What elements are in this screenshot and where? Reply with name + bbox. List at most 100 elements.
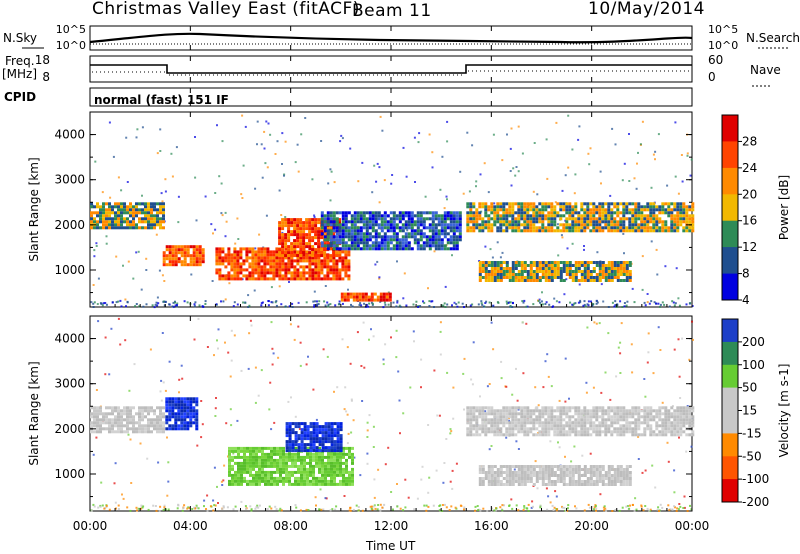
echo-cell	[335, 271, 339, 275]
speckle	[214, 415, 217, 417]
echo-cell	[395, 247, 399, 251]
echo-cell	[303, 449, 307, 453]
echo-cell	[625, 205, 629, 209]
echo-cell	[353, 211, 357, 215]
ground-scatter	[334, 304, 337, 307]
ground-scatter	[155, 301, 158, 304]
echo-cell	[126, 418, 129, 422]
echo-cell	[288, 428, 292, 432]
speckle	[604, 371, 607, 374]
echo-cell	[252, 446, 255, 450]
echo-cell	[177, 418, 181, 422]
speckle	[211, 280, 214, 282]
ground-scatter	[93, 301, 96, 304]
echo-cell	[120, 421, 123, 425]
echo-cell	[299, 254, 303, 258]
echo-cell	[496, 270, 500, 273]
speckle	[452, 417, 455, 420]
echo-cell	[282, 479, 285, 483]
ground-scatter	[412, 303, 415, 306]
echo-cell	[287, 251, 291, 255]
echo-cell	[691, 205, 695, 209]
echo-cell	[398, 226, 402, 230]
echo-cell	[293, 221, 297, 225]
echo-cell	[499, 267, 503, 270]
echo-cell	[195, 245, 199, 249]
echo-cell	[300, 443, 304, 447]
ground-scatter	[586, 303, 589, 306]
echo-cell	[610, 267, 614, 270]
ground-scatter	[496, 301, 499, 304]
echo-cell	[520, 279, 524, 282]
echo-cell	[114, 220, 117, 224]
echo-cell	[276, 467, 279, 471]
ground-scatter	[482, 507, 485, 510]
echo-cell	[342, 473, 345, 477]
speckle	[177, 195, 180, 198]
echo-cell	[120, 211, 123, 215]
echo-cell	[330, 422, 334, 426]
echo-cell	[341, 229, 345, 233]
echo-cell	[529, 264, 533, 267]
echo-cell	[296, 254, 300, 258]
echo-cell	[490, 261, 494, 264]
echo-cell	[258, 449, 261, 453]
echo-cell	[144, 226, 147, 230]
echo-cell	[314, 277, 318, 281]
echo-cell	[550, 214, 554, 218]
speckle	[586, 326, 589, 329]
ground-scatter	[176, 507, 179, 510]
echo-cell	[529, 279, 533, 282]
ground-scatter	[142, 305, 145, 308]
echo-cell	[586, 202, 590, 206]
echo-cell	[330, 443, 334, 447]
ground-scatter	[317, 303, 320, 306]
echo-cell	[183, 412, 187, 416]
echo-cell	[90, 226, 93, 230]
echo-cell	[228, 470, 231, 474]
echo-cell	[565, 220, 569, 224]
echo-cell	[129, 202, 132, 206]
echo-cell	[305, 250, 309, 254]
echo-cell	[361, 292, 365, 296]
echo-cell	[327, 437, 331, 441]
echo-cell	[306, 473, 309, 477]
echo-cell	[349, 295, 353, 299]
speckle	[424, 195, 427, 198]
echo-cell	[664, 229, 668, 233]
echo-cell	[302, 259, 306, 263]
echo-cell	[288, 422, 292, 426]
echo-cell	[221, 262, 225, 266]
speckle	[212, 232, 214, 235]
echo-cell	[102, 214, 105, 218]
echo-cell	[249, 461, 252, 465]
echo-cell	[260, 253, 264, 257]
echo-cell	[625, 211, 629, 215]
echo-cell	[353, 247, 357, 251]
echo-cell	[565, 270, 569, 273]
echo-cell	[691, 226, 695, 230]
echo-cell	[312, 431, 316, 435]
echo-cell	[559, 270, 563, 273]
echo-cell	[320, 248, 324, 252]
echo-cell	[428, 235, 432, 239]
echo-cell	[493, 430, 497, 434]
ground-scatter	[145, 303, 148, 306]
speckle	[449, 432, 452, 435]
echo-cell	[114, 409, 117, 413]
echo-cell	[520, 427, 524, 431]
echo-cell	[281, 248, 285, 252]
echo-cell	[285, 473, 288, 477]
echo-cell	[356, 232, 360, 236]
echo-cell	[263, 253, 267, 257]
echo-cell	[649, 205, 653, 209]
echo-cell	[568, 223, 572, 227]
echo-cell	[249, 473, 252, 477]
echo-cell	[251, 259, 255, 263]
echo-cell	[529, 430, 533, 434]
echo-cell	[607, 223, 611, 227]
echo-cell	[517, 220, 521, 224]
ground-scatter	[256, 504, 259, 507]
echo-cell	[303, 422, 307, 426]
speckle	[599, 170, 602, 173]
